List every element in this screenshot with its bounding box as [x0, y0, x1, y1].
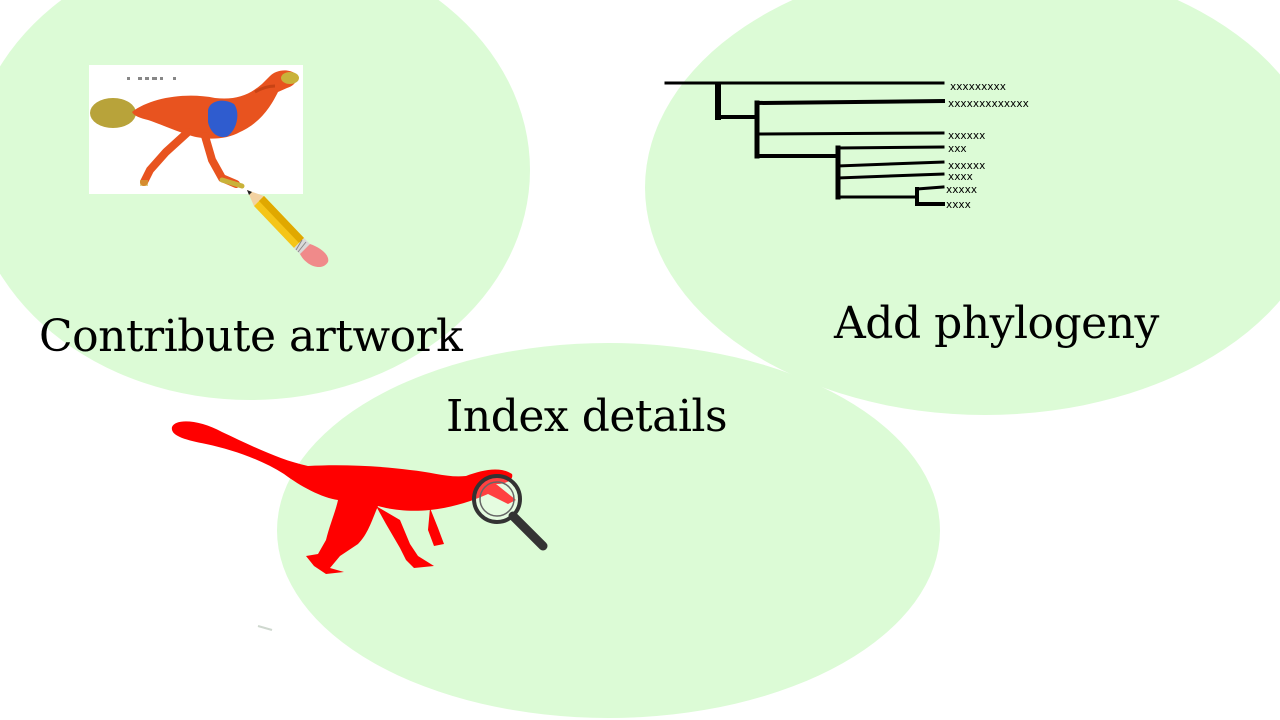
index-details-area[interactable]	[277, 343, 940, 718]
dinosaur-silhouette-icon	[171, 421, 516, 574]
taxa-labels: xxxxxxxxx xxxxxxxxxxxxx xxxxxx xxx xxxxx…	[946, 81, 1029, 211]
taxon-label: xxxxxx	[948, 160, 985, 172]
taxon-label: xxxx	[946, 199, 971, 211]
taxon-label: xxxxx	[946, 184, 977, 196]
pencil-icon	[247, 190, 329, 268]
phylogenetic-tree-icon	[664, 81, 946, 206]
taxon-label: xxx	[948, 143, 967, 155]
taxon-label: xxxx	[948, 171, 973, 183]
magnifying-glass-icon	[472, 474, 548, 551]
taxon-label: xxxxxx	[948, 130, 985, 142]
add-phylogeny-label[interactable]: Add phylogeny	[834, 298, 1159, 349]
dinosaur-illustration-image	[89, 65, 303, 194]
contribute-artwork-label[interactable]: Contribute artwork	[39, 311, 463, 362]
index-details-label[interactable]: Index details	[446, 391, 728, 442]
taxon-label: xxxxxxxxxxxxx	[948, 98, 1029, 110]
taxon-label: xxxxxxxxx	[950, 81, 1006, 93]
add-phylogeny-area[interactable]	[645, 0, 1280, 415]
stray-mark	[257, 625, 273, 631]
